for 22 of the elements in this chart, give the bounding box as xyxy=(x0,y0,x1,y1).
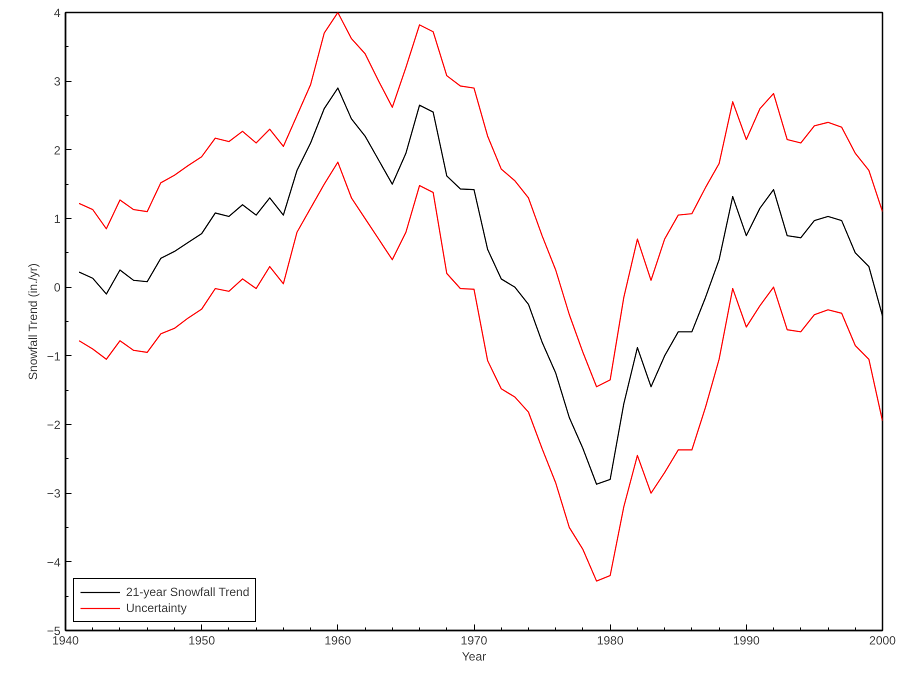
y-tick-label: −2 xyxy=(46,418,61,432)
legend-label: 21-year Snowfall Trend xyxy=(126,585,250,599)
x-axis-title: Year xyxy=(462,650,486,664)
line-series xyxy=(78,162,882,582)
x-tick-label: 2000 xyxy=(869,634,896,648)
y-tick-label: 3 xyxy=(54,74,61,89)
x-tick-label: 1990 xyxy=(732,634,760,648)
legend-label: Uncertainty xyxy=(126,601,187,615)
y-tick-label: 4 xyxy=(54,6,61,20)
y-axis-title: Snowfall Trend (in./yr) xyxy=(26,263,40,380)
x-tick-label: 1940 xyxy=(52,634,80,648)
x-tick-label: 1980 xyxy=(596,634,624,648)
x-tick-label: 1950 xyxy=(188,634,216,648)
y-tick-label: 0 xyxy=(54,280,61,295)
x-tick-label: 1960 xyxy=(324,634,352,648)
y-tick-label: −4 xyxy=(46,555,61,570)
x-tick-label: 1970 xyxy=(460,634,488,648)
y-tick-label: −3 xyxy=(46,486,61,501)
y-tick-label: 2 xyxy=(54,143,61,158)
line-series xyxy=(78,12,882,388)
y-tick-label: 1 xyxy=(54,212,61,226)
y-tick-label: −1 xyxy=(46,349,61,364)
